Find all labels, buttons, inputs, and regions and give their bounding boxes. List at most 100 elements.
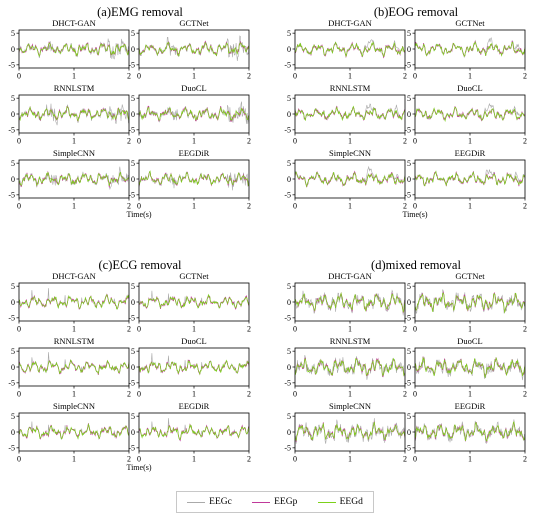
subplot-title: DHCT-GAN <box>328 18 372 28</box>
panel-title: (a)EMG removal <box>97 5 183 19</box>
legend-item-eegd: EEGd <box>317 497 363 507</box>
x-tick-label: 2 <box>247 455 251 464</box>
series-line-eegd <box>19 42 129 58</box>
y-tick-label: 0 <box>407 428 411 437</box>
y-tick-label: 0 <box>131 428 135 437</box>
x-tick-label: 0 <box>413 137 417 146</box>
x-tick-label: 1 <box>348 72 352 81</box>
x-tick-label: 2 <box>523 390 527 399</box>
series-line-eegp <box>295 106 405 122</box>
y-tick-label: -5 <box>8 191 15 200</box>
y-tick-label: -5 <box>128 126 135 135</box>
series-line-eegd <box>19 422 129 440</box>
subplot-title: EEGDiR <box>179 401 210 411</box>
y-tick-label: -5 <box>284 314 291 323</box>
x-tick-label: 2 <box>127 325 131 334</box>
y-tick-label: -5 <box>284 61 291 70</box>
y-tick-label: 0 <box>131 175 135 184</box>
legend-label-eegp: EEGp <box>274 497 298 507</box>
series-line-eegp <box>139 295 249 310</box>
y-tick-label: -5 <box>404 444 411 453</box>
x-tick-label: 1 <box>468 72 472 81</box>
x-tick-label: 0 <box>293 202 297 211</box>
x-tick-label: 1 <box>192 455 196 464</box>
legend-label-eegd: EEGd <box>339 497 363 507</box>
subplot-title: GCTNet <box>455 18 485 28</box>
legend-swatch-eegd <box>317 501 336 503</box>
y-tick-label: 5 <box>287 282 291 291</box>
series-line-eegd <box>295 105 405 122</box>
x-tick-label: 0 <box>137 202 141 211</box>
x-tick-label: 0 <box>293 390 297 399</box>
series-line-eegp <box>415 106 525 122</box>
x-tick-label: 0 <box>137 137 141 146</box>
y-tick-label: -5 <box>8 314 15 323</box>
x-tick-label: 1 <box>468 390 472 399</box>
y-tick-label: 5 <box>131 29 135 38</box>
y-tick-label: -5 <box>404 379 411 388</box>
y-tick-label: -5 <box>8 379 15 388</box>
y-tick-label: 5 <box>11 412 15 421</box>
y-tick-label: 0 <box>287 428 291 437</box>
x-tick-label: 2 <box>247 325 251 334</box>
y-tick-label: 0 <box>11 45 15 54</box>
x-tick-label: 1 <box>348 455 352 464</box>
legend-item-eegc: EEGc <box>187 497 232 507</box>
x-tick-label: 2 <box>523 202 527 211</box>
y-tick-label: 0 <box>131 110 135 119</box>
y-tick-label: 5 <box>131 412 135 421</box>
x-tick-label: 0 <box>293 325 297 334</box>
series-line-eegd <box>415 41 525 57</box>
y-tick-label: 0 <box>287 175 291 184</box>
y-tick-label: 0 <box>407 298 411 307</box>
y-tick-label: 5 <box>11 282 15 291</box>
x-tick-label: 0 <box>293 455 297 464</box>
y-tick-label: -5 <box>404 61 411 70</box>
x-tick-label: 1 <box>192 390 196 399</box>
y-tick-label: -5 <box>404 314 411 323</box>
x-tick-label: 0 <box>17 455 21 464</box>
x-tick-label: 1 <box>468 455 472 464</box>
x-tick-label: 1 <box>192 137 196 146</box>
y-tick-label: 5 <box>11 29 15 38</box>
series-line-eegd <box>295 171 405 188</box>
x-tick-label: 2 <box>127 72 131 81</box>
y-tick-label: -5 <box>128 379 135 388</box>
subplot-frame <box>138 159 250 199</box>
series-line-eegc <box>139 101 249 124</box>
y-tick-label: 5 <box>407 282 411 291</box>
subplot-title: SimpleCNN <box>53 148 95 158</box>
x-tick-label: 2 <box>127 202 131 211</box>
legend-item-eegp: EEGp <box>252 497 297 507</box>
series-line-eegc <box>19 288 129 310</box>
x-tick-label: 0 <box>413 202 417 211</box>
x-tick-label: 0 <box>17 72 21 81</box>
x-tick-label: 0 <box>137 455 141 464</box>
y-tick-label: 0 <box>131 298 135 307</box>
y-tick-label: 5 <box>11 347 15 356</box>
subplot-frame <box>414 94 526 134</box>
y-tick-label: -5 <box>284 444 291 453</box>
y-tick-label: 5 <box>407 412 411 421</box>
y-tick-label: 0 <box>287 110 291 119</box>
x-tick-label: 0 <box>137 325 141 334</box>
x-tick-label: 2 <box>523 137 527 146</box>
x-axis-label: Time(s) <box>126 463 151 472</box>
x-tick-label: 0 <box>17 202 21 211</box>
x-tick-label: 0 <box>293 72 297 81</box>
subplot-title: EEGDiR <box>179 148 210 158</box>
x-tick-label: 1 <box>72 137 76 146</box>
x-tick-label: 2 <box>127 390 131 399</box>
x-tick-label: 0 <box>17 137 21 146</box>
series-line-eegd <box>19 359 129 375</box>
series-line-eegd <box>295 292 405 314</box>
